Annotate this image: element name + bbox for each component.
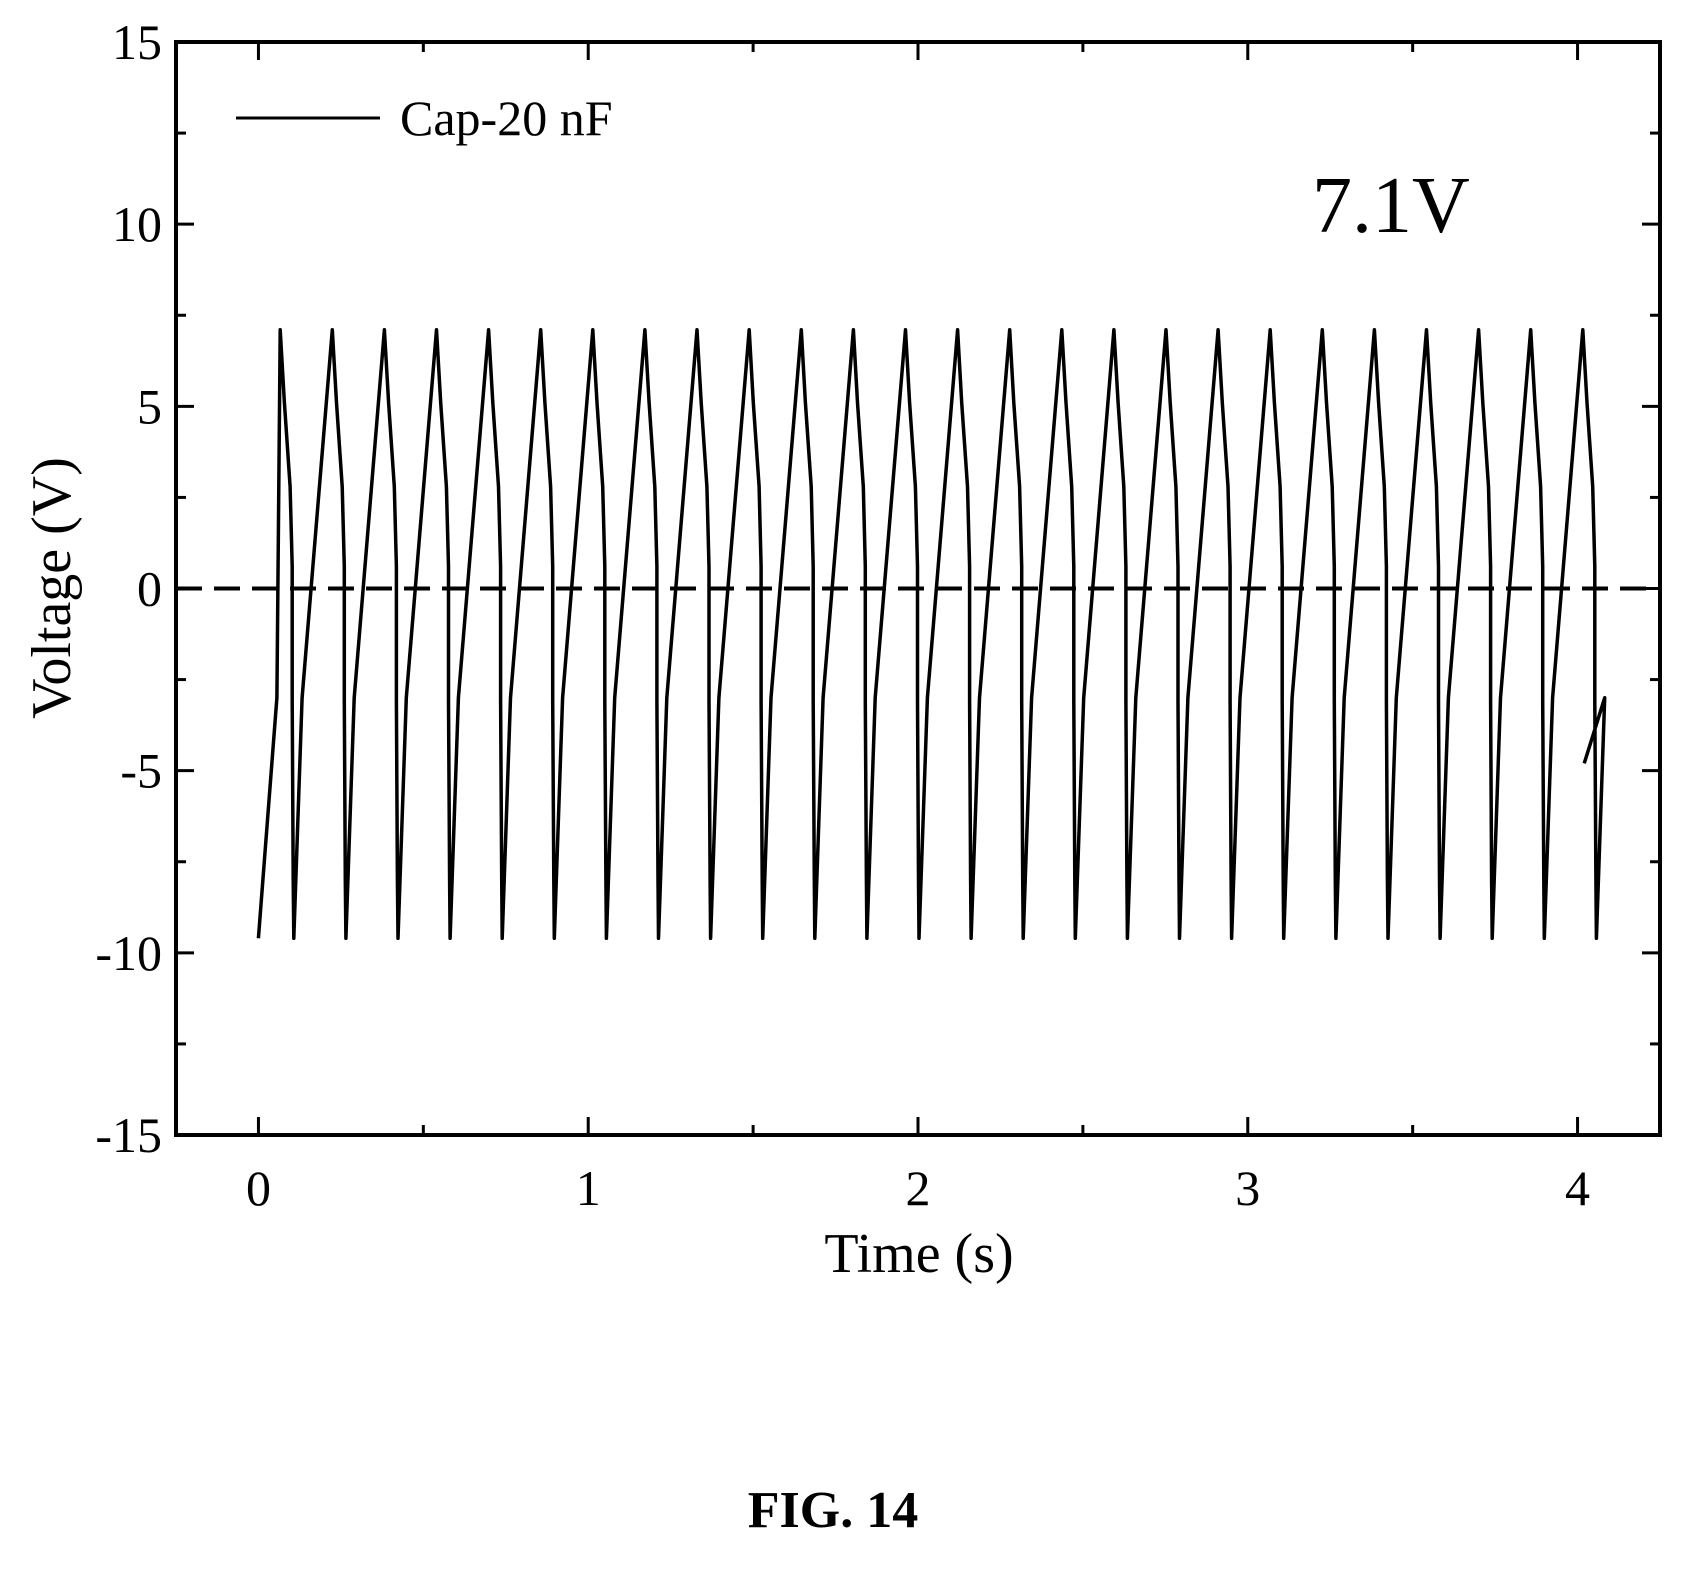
y-axis-label: Voltage (V)	[21, 457, 83, 719]
x-tick-label: 4	[1565, 1160, 1590, 1216]
x-ticks: 0 1 2 3 4	[246, 42, 1590, 1216]
y-tick-label: 10	[112, 196, 162, 252]
x-tick-label: 0	[246, 1160, 271, 1216]
figure-caption: FIG. 14	[748, 1482, 918, 1539]
y-tick-label: 15	[112, 14, 162, 70]
y-tick-label: -10	[95, 925, 162, 981]
y-tick-label: 0	[137, 561, 162, 617]
x-tick-label: 3	[1235, 1160, 1260, 1216]
y-tick-label: -5	[120, 743, 162, 799]
x-tick-label: 1	[576, 1160, 601, 1216]
series-layer	[176, 328, 1660, 941]
legend-label: Cap-20 nF	[400, 90, 613, 146]
series-line-cap-20nf	[256, 328, 1607, 941]
y-ticks: -15 -10 -5 0 5 10 15	[95, 14, 1660, 1163]
y-tick-label: 5	[137, 378, 162, 434]
x-axis-label: Time (s)	[824, 1223, 1013, 1285]
y-tick-label: -15	[95, 1107, 162, 1163]
legend: Cap-20 nF	[236, 90, 613, 146]
x-tick-label: 2	[906, 1160, 931, 1216]
annotation-voltage: 7.1V	[1312, 162, 1470, 250]
